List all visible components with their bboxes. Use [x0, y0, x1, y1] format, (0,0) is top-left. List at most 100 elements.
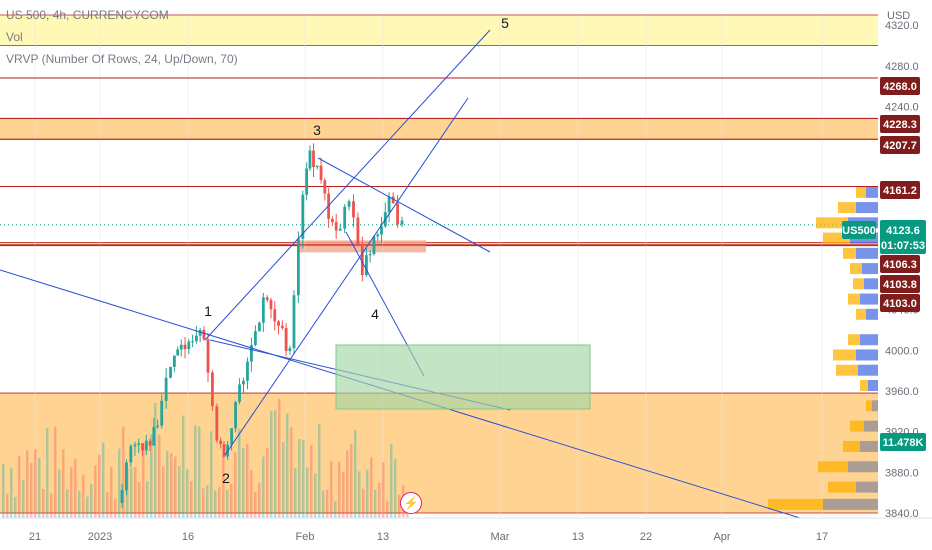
volume-legend[interactable]: Vol	[6, 30, 23, 44]
volume-bar	[106, 492, 109, 518]
time-tick-3: Feb	[296, 531, 315, 543]
volume-bar	[42, 488, 45, 518]
vrvp-legend[interactable]: VRVP (Number Of Rows, 24, Up/Down, 70)	[6, 52, 238, 66]
candle-body	[215, 406, 219, 441]
candle-body	[396, 203, 399, 225]
volume-bar	[338, 461, 341, 518]
volume-bar	[394, 458, 397, 518]
volume-bar	[6, 493, 9, 518]
volume-bar	[166, 450, 169, 518]
vrvp-row-up	[858, 364, 878, 376]
candle-body	[187, 341, 191, 350]
candles-layer	[120, 143, 404, 508]
vrvp-row-up	[856, 247, 878, 259]
level-label-2: 4207.7	[883, 140, 917, 152]
volume-bar	[126, 467, 129, 518]
vrvp-row-up	[864, 278, 878, 290]
volume-bar	[378, 482, 381, 518]
volume-bar	[278, 399, 281, 518]
candle-body	[330, 218, 334, 223]
volume-bar	[38, 458, 41, 518]
volume-bar	[150, 434, 153, 518]
vrvp-row-down	[818, 461, 848, 473]
candle-body	[133, 444, 137, 447]
volume-bar	[46, 427, 49, 518]
level-label-bg-1	[880, 115, 920, 133]
candle-body	[141, 443, 144, 451]
volume-bar	[118, 448, 121, 518]
channel-lower	[224, 97, 469, 456]
volume-bar	[34, 449, 37, 518]
candle-body	[144, 440, 148, 451]
vrvp-row-down	[768, 498, 823, 510]
vrvp-row-down	[850, 420, 864, 432]
candle-body	[176, 349, 180, 356]
candle-body	[365, 255, 368, 276]
volume-bar	[318, 423, 321, 518]
lightning-icon: ⚡	[403, 496, 419, 510]
volume-bar	[226, 489, 229, 518]
alert-lightning-button[interactable]: ⚡	[400, 492, 422, 514]
vrvp-row-down	[836, 364, 858, 376]
candle-body	[380, 226, 383, 235]
candle-body	[152, 426, 156, 446]
candle-body	[125, 462, 128, 491]
candle-body	[250, 344, 253, 362]
candle-body	[265, 297, 269, 300]
volume-bar	[54, 426, 57, 518]
candle-body	[242, 380, 245, 385]
candle-body	[202, 329, 206, 340]
volume-bar	[238, 428, 241, 518]
volume-bar	[138, 481, 141, 518]
candle-body	[273, 309, 277, 322]
green-target-box	[335, 344, 591, 410]
volume-bar	[18, 455, 21, 518]
volume-bar	[346, 450, 349, 518]
vrvp-row-up	[860, 293, 878, 305]
volume-bar	[66, 489, 69, 518]
volume-bar	[146, 481, 149, 518]
volume-bar	[162, 466, 165, 518]
volume-bar	[86, 496, 89, 518]
volume-bar	[74, 459, 77, 518]
volume-bar	[266, 448, 269, 518]
volume-bar	[398, 494, 401, 518]
symbol-tag: US500	[842, 225, 876, 237]
volume-bar	[270, 411, 273, 518]
volume-value-label: 11.478K	[883, 437, 924, 449]
vrvp-row-down	[850, 263, 862, 275]
candle-body	[183, 344, 187, 350]
vrvp-row-down	[853, 278, 864, 290]
vrvp-row-down	[828, 481, 856, 493]
vrvp-row-down	[860, 379, 868, 391]
level-label-5: 4103.8	[883, 279, 917, 291]
level-label-bg-4	[880, 255, 920, 273]
volume-bar	[326, 489, 329, 518]
candle-body	[230, 428, 233, 445]
candle-body	[219, 440, 223, 445]
level-label-1: 4228.3	[883, 119, 917, 131]
vrvp-row-up	[823, 498, 878, 510]
volume-bar	[322, 490, 325, 518]
candle-body	[120, 490, 124, 503]
wave-label-5: 5	[501, 15, 509, 31]
candle-body	[296, 238, 300, 296]
level-label-4: 4106.3	[883, 259, 917, 271]
symbol-legend[interactable]: US 500, 4h, CURRENCYCOM	[6, 8, 169, 22]
vrvp-row-down	[833, 349, 856, 361]
candle-body	[301, 194, 305, 239]
volume-bar	[374, 489, 377, 518]
vrvp-row-up	[864, 420, 878, 432]
candle-body	[347, 201, 351, 207]
volume-bar	[110, 466, 113, 518]
candle-body	[400, 220, 404, 225]
volume-bar	[310, 445, 313, 518]
level-label-3: 4161.2	[883, 185, 917, 197]
time-tick-9: 17	[816, 531, 828, 543]
price-tick-11: 3880.0	[885, 467, 919, 479]
time-axis-bg	[0, 518, 932, 550]
level-label-0: 4268.0	[883, 81, 917, 93]
volume-bar	[350, 443, 353, 518]
